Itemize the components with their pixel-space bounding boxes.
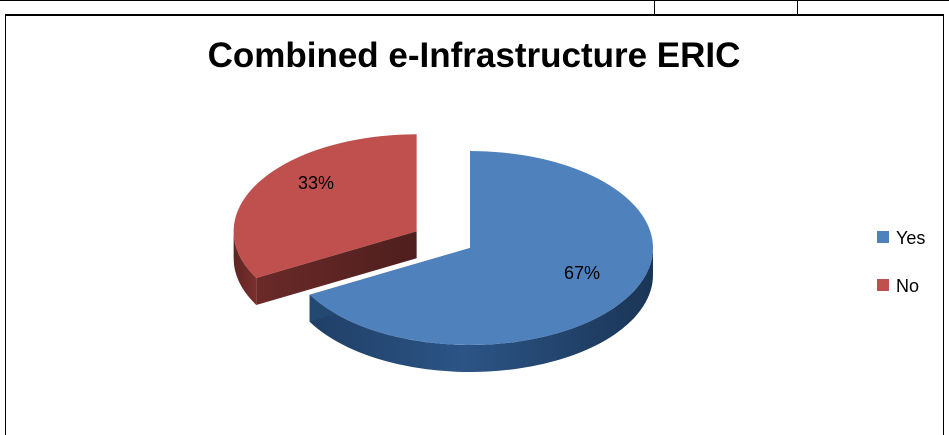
legend-entry-yes: Yes xyxy=(877,228,925,248)
legend-entry-no: No xyxy=(877,276,919,296)
pie-slice-yes xyxy=(309,151,653,372)
legend-label-yes: Yes xyxy=(896,228,925,248)
pie-slice-rim xyxy=(309,248,653,372)
pie-slice-rim xyxy=(233,231,257,306)
table-top-rule xyxy=(0,0,949,1)
pie-slices xyxy=(233,134,653,372)
legend-label-no: No xyxy=(896,276,919,296)
legend-swatch-no xyxy=(877,279,889,291)
table-cell-divider xyxy=(654,0,655,14)
data-label-yes: 67% xyxy=(564,263,600,283)
chart-border-top xyxy=(5,14,944,16)
pie-slice-wall xyxy=(256,231,417,306)
chart-title: Combined e-Infrastructure ERIC xyxy=(208,36,741,75)
table-cell-divider xyxy=(797,0,798,14)
legend-swatch-yes xyxy=(877,231,889,243)
pie-slice-top xyxy=(233,134,417,279)
pie-slice-top xyxy=(309,151,653,345)
chart-border-left xyxy=(5,14,6,435)
data-label-no: 33% xyxy=(298,173,334,193)
legend: Yes No xyxy=(877,228,925,296)
pie-slice-no xyxy=(233,134,417,306)
chart-border-right xyxy=(943,14,944,435)
